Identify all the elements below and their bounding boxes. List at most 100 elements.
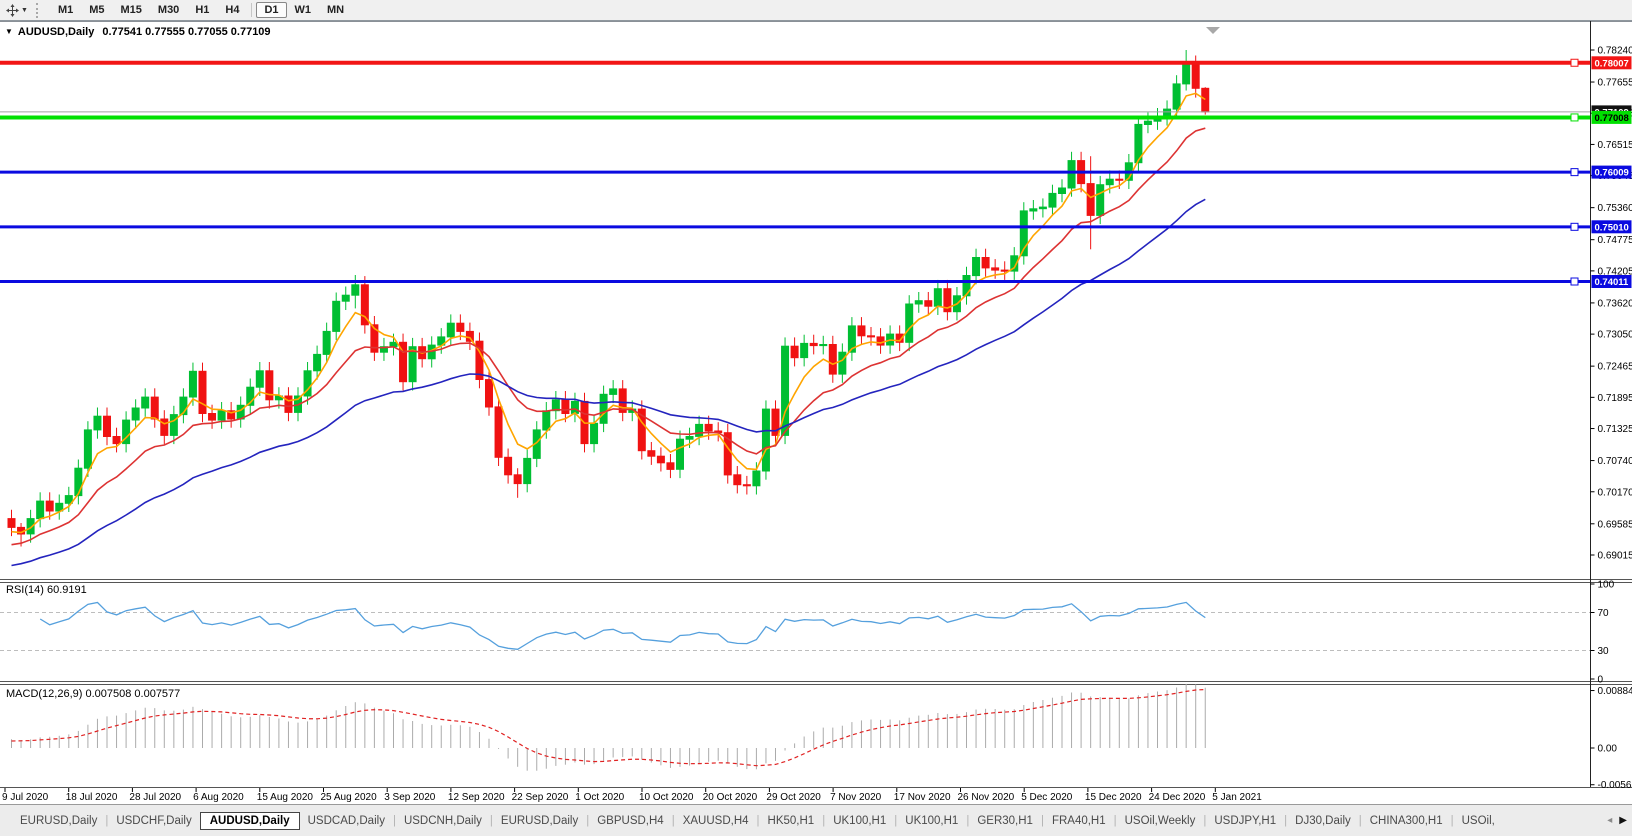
rsi-tick-label: 70 <box>1598 608 1610 619</box>
hline-handle-0.77008[interactable] <box>1570 113 1579 122</box>
tab-gbpusd-h4[interactable]: GBPUSD,H4 <box>597 814 664 827</box>
date-label: 15 Dec 2020 <box>1085 792 1142 803</box>
tab-separator: | <box>756 814 760 827</box>
chevron-down-icon[interactable]: ▼ <box>21 6 28 14</box>
tab-separator: | <box>1358 814 1362 827</box>
date-label: 25 Aug 2020 <box>321 792 378 803</box>
date-label: 24 Dec 2020 <box>1149 792 1206 803</box>
date-label: 17 Nov 2020 <box>894 792 951 803</box>
tab-separator: | <box>822 814 826 827</box>
crosshair-move-icon[interactable] <box>6 3 19 17</box>
tab-scroll-nav: ◂ ▶ <box>1599 805 1632 835</box>
date-label: 5 Dec 2020 <box>1021 792 1073 803</box>
chart-ohlc-values: 0.77541 0.77555 0.77055 0.77109 <box>102 26 271 38</box>
date-label: 28 Jul 2020 <box>129 792 181 803</box>
tab-separator: | <box>1040 814 1044 827</box>
timeframe-h1-button[interactable]: H1 <box>195 4 210 16</box>
macd-signal-line <box>11 688 1206 767</box>
hline-handle-0.75010[interactable] <box>1570 222 1579 231</box>
macd-tick-label: 0.00 <box>1598 744 1618 755</box>
date-label: 26 Nov 2020 <box>958 792 1015 803</box>
tab-usoil-weekly[interactable]: USOil,Weekly <box>1124 814 1196 827</box>
date-label: 6 Aug 2020 <box>193 792 244 803</box>
tab-separator: | <box>1284 814 1288 827</box>
timeframe-m5-button[interactable]: M5 <box>89 4 105 16</box>
price-tick-label: 0.74205 <box>1598 266 1632 277</box>
ma-mid-red <box>11 127 1206 546</box>
chart-title: ▼ AUDUSD,Daily 0.77541 0.77555 0.77055 0.7… <box>5 26 271 38</box>
hline-label-0.75010-text: 0.75010 <box>1595 222 1629 233</box>
tab-usdchf-daily[interactable]: USDCHF,Daily <box>116 814 192 827</box>
rsi-tick-label: 0 <box>1598 675 1604 686</box>
tab-fra40-h1[interactable]: FRA40,H1 <box>1051 814 1106 827</box>
timeframe-m1-button[interactable]: M1 <box>57 4 74 16</box>
chart-title-dropdown-icon[interactable]: ▼ <box>5 27 13 36</box>
tab-separator: | <box>1113 814 1117 827</box>
hline-label-0.77008-text: 0.77008 <box>1595 113 1629 124</box>
tab-separator: | <box>586 814 590 827</box>
timeframe-m15-button[interactable]: M15 <box>120 4 142 16</box>
hline-label-0.76009-text: 0.76009 <box>1595 168 1629 179</box>
rsi-tick-label: 30 <box>1598 646 1610 657</box>
tab-separator: | <box>966 814 970 827</box>
hline-label-0.74011 <box>1591 275 1632 288</box>
rsi-line <box>39 601 1206 650</box>
tab-usdcad-daily[interactable]: USDCAD,Daily <box>307 814 385 827</box>
tab-usdjpy-h1[interactable]: USDJPY,H1 <box>1214 814 1277 827</box>
toolbar-grip[interactable] <box>35 2 42 18</box>
date-label: 5 Jan 2021 <box>1212 792 1262 803</box>
tab-eurusd-daily[interactable]: EURUSD,Daily <box>500 814 579 827</box>
hline-label-0.78007-text: 0.78007 <box>1595 58 1629 69</box>
hline-handle-0.74011[interactable] <box>1570 277 1579 286</box>
tab-dj30-daily[interactable]: DJ30,Daily <box>1295 814 1351 827</box>
tab-separator: | <box>1203 814 1207 827</box>
date-label: 29 Oct 2020 <box>766 792 821 803</box>
price-tick-label: 0.69015 <box>1598 551 1632 562</box>
tab-xauusd-h4[interactable]: XAUUSD,H4 <box>682 814 749 827</box>
price-tick-label: 0.73620 <box>1598 298 1632 309</box>
date-label: 12 Sep 2020 <box>448 792 505 803</box>
price-tick-label: 0.69585 <box>1598 519 1632 530</box>
timeframe-mn-button[interactable]: MN <box>327 4 345 16</box>
tab-usoil[interactable]: USOil, <box>1461 814 1495 827</box>
chart-symbol-period: AUDUSD,Daily <box>17 26 95 38</box>
tab-uk100-h1[interactable]: UK100,H1 <box>833 814 887 827</box>
tab-uk100-h1[interactable]: UK100,H1 <box>905 814 959 827</box>
timeframe-h4-button[interactable]: H4 <box>225 4 240 16</box>
price-tick-label: 0.71895 <box>1598 393 1632 404</box>
tabs-scroll-right-icon[interactable]: ▶ <box>1619 814 1627 826</box>
price-tick-label: 0.73050 <box>1598 330 1632 341</box>
price-tick-label: 0.71325 <box>1598 424 1632 435</box>
tab-separator: | <box>489 814 493 827</box>
timeframe-m30-button[interactable]: M30 <box>157 4 180 16</box>
hline-label-0.76009 <box>1591 165 1632 179</box>
price-tick-label: 0.72465 <box>1598 362 1632 373</box>
chart-shift-marker-icon[interactable] <box>1206 27 1220 34</box>
tab-audusd-daily[interactable]: AUDUSD,Daily <box>199 811 300 830</box>
hline-handle-0.78007[interactable] <box>1570 58 1579 67</box>
rsi-indicator-label: RSI(14) 60.9191 <box>6 584 87 596</box>
time-axis[interactable]: 9 Jul 2020 18 Jul 2020 28 Jul 2020 6 Aug 20… <box>2 788 1262 803</box>
date-label: 15 Aug 2020 <box>257 792 314 803</box>
date-label: 18 Jul 2020 <box>66 792 118 803</box>
hline-label-0.74011-text: 0.74011 <box>1595 277 1630 288</box>
timeframe-w1-button[interactable]: W1 <box>294 4 312 16</box>
timeframe-d1-button[interactable]: D1 <box>256 2 287 18</box>
tab-eurusd-daily[interactable]: EURUSD,Daily <box>20 814 98 827</box>
hline-handle-0.76009[interactable] <box>1570 168 1579 177</box>
price-axis[interactable]: 0.782400.776550.770850.765150.759450.753… <box>1590 46 1632 562</box>
tab-separator: | <box>392 814 396 827</box>
chart-tab-bar: EURUSD,Daily | USDCHF,Daily AUDUSD,Daily USD… <box>0 804 1632 836</box>
tab-hk50-h1[interactable]: HK50,H1 <box>767 814 815 827</box>
tab-china300-h1[interactable]: CHINA300,H1 <box>1369 814 1443 827</box>
price-tick-label: 0.77655 <box>1598 78 1632 89</box>
tab-usdcnh-daily[interactable]: USDCNH,Daily <box>403 814 482 827</box>
tab-ger30-h1[interactable]: GER30,H1 <box>977 814 1033 827</box>
tabs-scroll-left-icon[interactable]: ◂ <box>1607 814 1613 826</box>
price-tick-label: 0.70740 <box>1598 456 1632 467</box>
ma-fast-orange <box>11 92 1206 534</box>
date-label: 1 Oct 2020 <box>575 792 624 803</box>
hline-label-0.77008 <box>1591 110 1632 124</box>
